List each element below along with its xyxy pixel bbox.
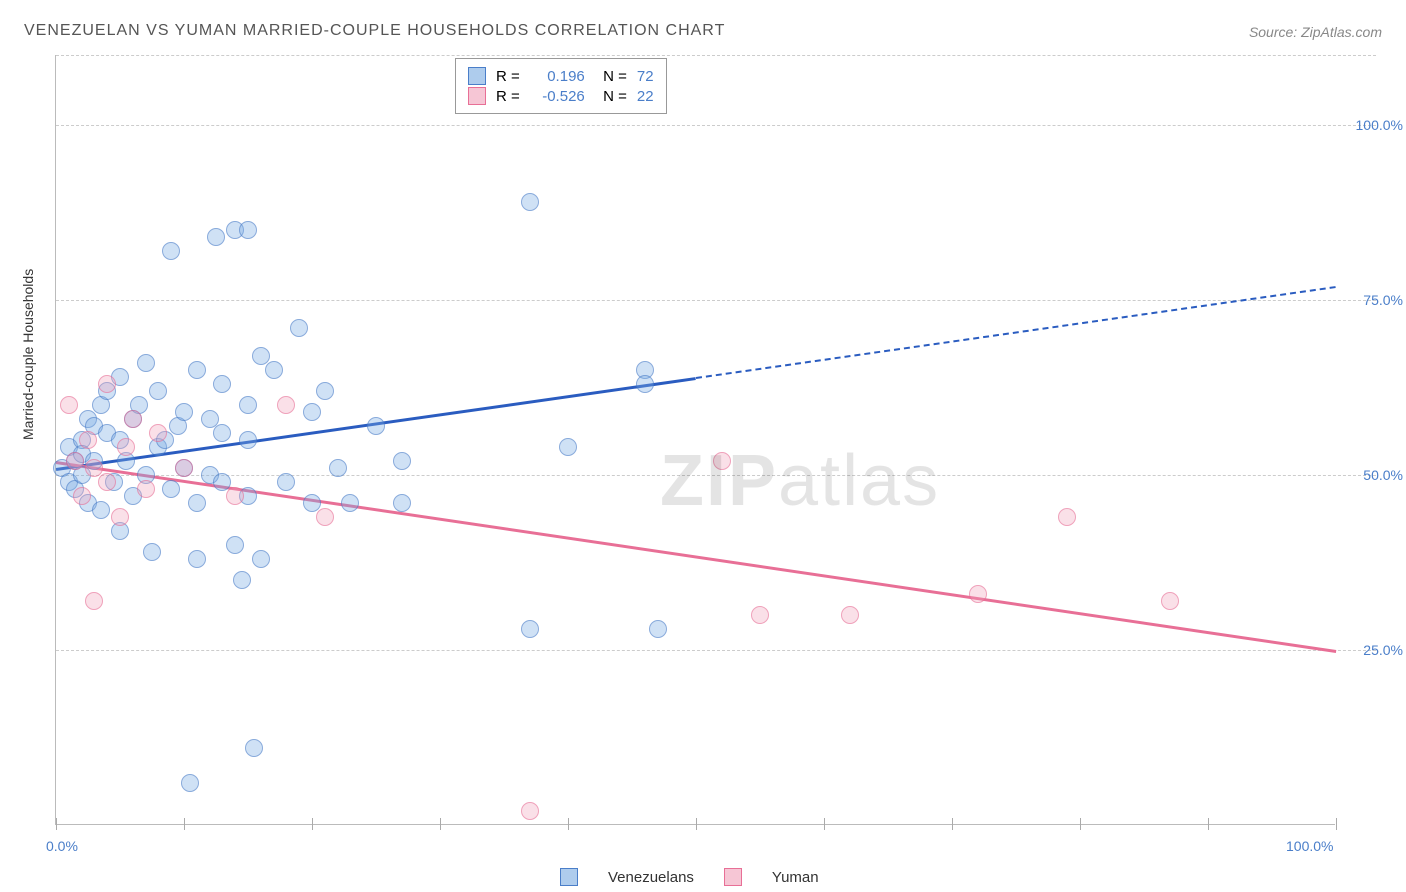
series-legend: Venezuelans Yuman xyxy=(560,868,819,886)
data-point xyxy=(521,620,539,638)
data-point xyxy=(66,452,84,470)
r-label: R = xyxy=(496,68,520,85)
square-blue-icon xyxy=(560,868,578,886)
stats-row-yuman: R = -0.526 N = 22 xyxy=(468,87,654,105)
y-tick-label: 25.0% xyxy=(1363,642,1403,658)
data-point xyxy=(713,452,731,470)
chart-title: VENEZUELAN VS YUMAN MARRIED-COUPLE HOUSE… xyxy=(24,22,725,40)
data-point xyxy=(649,620,667,638)
data-point xyxy=(367,417,385,435)
data-point xyxy=(1161,592,1179,610)
data-point xyxy=(188,494,206,512)
data-point xyxy=(226,536,244,554)
x-tick-label: 0.0% xyxy=(46,838,78,854)
data-point xyxy=(841,606,859,624)
data-point xyxy=(111,508,129,526)
data-point xyxy=(316,508,334,526)
stats-row-venezuelans: R = 0.196 N = 72 xyxy=(468,67,654,85)
data-point xyxy=(79,431,97,449)
data-point xyxy=(245,739,263,757)
square-pink-icon xyxy=(724,868,742,886)
data-point xyxy=(162,242,180,260)
data-point xyxy=(207,228,225,246)
data-point xyxy=(188,550,206,568)
data-point xyxy=(252,550,270,568)
y-tick-label: 100.0% xyxy=(1356,117,1403,133)
data-point xyxy=(60,396,78,414)
data-point xyxy=(393,452,411,470)
data-point xyxy=(117,438,135,456)
n-value-blue: 72 xyxy=(637,68,654,85)
series-name-venezuelans: Venezuelans xyxy=(608,869,694,886)
y-axis-title: Married-couple Households xyxy=(20,269,36,440)
y-tick-label: 50.0% xyxy=(1363,467,1403,483)
series-name-yuman: Yuman xyxy=(772,869,819,886)
data-point xyxy=(290,319,308,337)
data-point xyxy=(124,410,142,428)
data-point xyxy=(303,403,321,421)
data-point xyxy=(188,361,206,379)
data-point xyxy=(316,382,334,400)
square-blue-icon xyxy=(468,67,486,85)
data-point xyxy=(636,375,654,393)
plot-area: 25.0%50.0%75.0%100.0%0.0%100.0% xyxy=(55,55,1335,825)
data-point xyxy=(341,494,359,512)
data-point xyxy=(98,375,116,393)
data-point xyxy=(393,494,411,512)
square-pink-icon xyxy=(468,87,486,105)
stats-legend: R = 0.196 N = 72 R = -0.526 N = 22 xyxy=(455,58,667,114)
data-point xyxy=(277,396,295,414)
data-point xyxy=(239,396,257,414)
data-point xyxy=(751,606,769,624)
data-point xyxy=(85,592,103,610)
data-point xyxy=(149,382,167,400)
data-point xyxy=(175,403,193,421)
data-point xyxy=(521,802,539,820)
data-point xyxy=(149,424,167,442)
x-tick-label: 100.0% xyxy=(1286,838,1333,854)
data-point xyxy=(73,487,91,505)
y-tick-label: 75.0% xyxy=(1363,292,1403,308)
data-point xyxy=(162,480,180,498)
data-point xyxy=(239,221,257,239)
data-point xyxy=(181,774,199,792)
data-point xyxy=(277,473,295,491)
data-point xyxy=(329,459,347,477)
data-point xyxy=(969,585,987,603)
r-value-pink: -0.526 xyxy=(530,88,585,105)
data-point xyxy=(143,543,161,561)
data-point xyxy=(213,375,231,393)
data-point xyxy=(175,459,193,477)
data-point xyxy=(137,480,155,498)
r-value-blue: 0.196 xyxy=(530,68,585,85)
source-label: Source: ZipAtlas.com xyxy=(1249,24,1382,40)
n-label: N = xyxy=(595,68,627,85)
data-point xyxy=(92,501,110,519)
data-point xyxy=(521,193,539,211)
data-point xyxy=(98,473,116,491)
data-point xyxy=(226,487,244,505)
data-point xyxy=(239,431,257,449)
data-point xyxy=(559,438,577,456)
n-label: N = xyxy=(595,88,627,105)
n-value-pink: 22 xyxy=(637,88,654,105)
data-point xyxy=(265,361,283,379)
data-point xyxy=(233,571,251,589)
r-label: R = xyxy=(496,88,520,105)
data-point xyxy=(137,354,155,372)
data-point xyxy=(213,424,231,442)
data-point xyxy=(1058,508,1076,526)
